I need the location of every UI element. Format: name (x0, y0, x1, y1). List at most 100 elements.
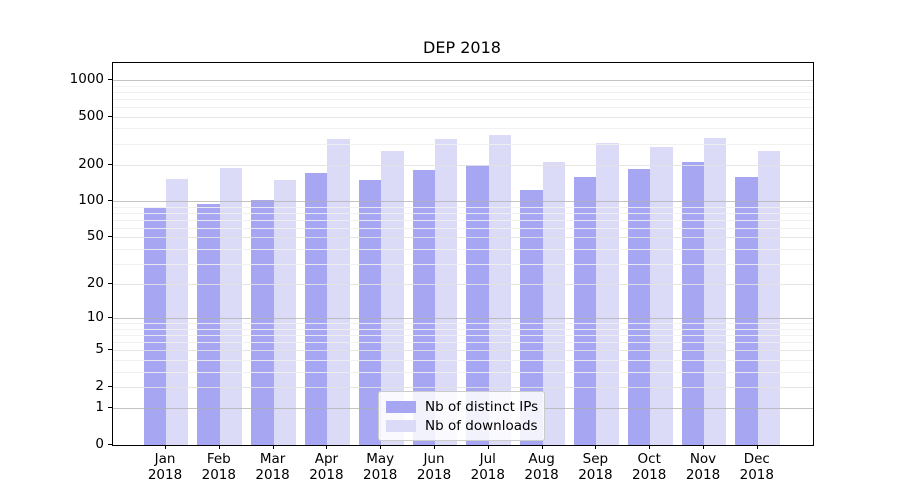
distinct-ips-swatch (386, 400, 416, 413)
bar-downloads-feb (219, 168, 243, 445)
gridline-200 (113, 164, 813, 166)
gridline-9 (113, 323, 813, 325)
bar-distinct-ips-apr (305, 173, 328, 445)
y-tick-label-500: 500 (78, 107, 104, 124)
y-tick-label-2: 2 (95, 378, 104, 394)
y-tick-1000 (108, 79, 112, 80)
gridline-500 (113, 116, 813, 118)
bar-distinct-ips-aug (520, 189, 543, 445)
x-tick-feb (218, 445, 220, 449)
gridline-50 (113, 237, 813, 239)
x-tick-jul (487, 445, 489, 449)
gridline-3 (113, 371, 813, 373)
y-tick-50 (108, 236, 112, 238)
y-tick-label-0: 0 (95, 436, 104, 452)
x-tick-label-apr: Apr 2018 (309, 451, 344, 483)
x-tick-label-feb: Feb 2018 (201, 451, 236, 483)
y-tick-label-5: 5 (95, 341, 104, 358)
x-tick-nov (703, 445, 704, 449)
x-tick-mar (272, 445, 274, 449)
x-tick-jun (434, 445, 435, 449)
x-tick-label-mar: Mar 2018 (255, 451, 290, 483)
x-tick-label-oct: Oct 2018 (632, 451, 667, 483)
gridline-40 (113, 248, 813, 250)
y-tick-label-1: 1 (95, 399, 104, 416)
bar-distinct-ips-nov (681, 161, 704, 445)
gridline-90 (113, 206, 813, 208)
gridline-60 (113, 227, 813, 229)
y-tick-label-200: 200 (78, 155, 104, 172)
bar-distinct-ips-sep (574, 176, 597, 445)
gridline-6 (113, 342, 813, 344)
chart-title: DEP 2018 (423, 38, 501, 57)
x-tick-label-jul: Jul 2018 (470, 451, 505, 483)
x-tick-jan (165, 445, 166, 449)
y-tick-1 (108, 407, 112, 409)
gridline-20 (113, 284, 813, 286)
gridline-300 (113, 143, 813, 145)
x-tick-oct (649, 445, 651, 449)
x-tick-label-jun: Jun 2018 (416, 451, 452, 483)
x-tick-dec (756, 445, 758, 449)
gridline-900 (113, 85, 813, 87)
y-tick-0 (108, 444, 112, 445)
x-tick-label-nov: Nov 2018 (685, 451, 721, 483)
y-tick-label-20: 20 (86, 275, 104, 292)
y-tick-label-100: 100 (78, 192, 104, 209)
bar-downloads-apr (327, 138, 350, 445)
gridline-2 (113, 387, 813, 388)
bar-distinct-ips-mar (251, 199, 274, 445)
bar-distinct-ips-jul (466, 165, 489, 445)
legend-label-downloads: Nb of downloads (425, 417, 538, 434)
x-tick-label-aug: Aug 2018 (524, 451, 559, 483)
bar-downloads-dec (757, 151, 781, 445)
x-tick-label-dec: Dec 2018 (739, 451, 774, 483)
bar-downloads-sep (596, 142, 619, 445)
y-tick-label-10: 10 (86, 309, 104, 326)
x-tick-label-jan: Jan 2018 (147, 451, 183, 483)
x-tick-aug (541, 445, 543, 449)
gridline-400 (113, 128, 813, 130)
gridline-100 (113, 201, 813, 203)
y-tick-2 (108, 386, 112, 387)
y-tick-200 (108, 163, 112, 165)
gridline-80 (113, 212, 813, 214)
bar-distinct-ips-may (358, 180, 382, 445)
bar-distinct-ips-jun (412, 170, 435, 445)
y-tick-label-1000: 1000 (69, 71, 104, 87)
gridline-4 (113, 360, 813, 361)
gridline-30 (113, 263, 813, 265)
plot-area (112, 62, 814, 446)
gridline-8 (113, 328, 813, 330)
bar-downloads-oct (650, 146, 673, 445)
bar-distinct-ips-oct (627, 169, 651, 445)
gridline-5 (113, 350, 813, 352)
bar-downloads-mar (273, 179, 296, 445)
bar-downloads-aug (542, 162, 565, 445)
y-tick-500 (108, 115, 112, 117)
bar-downloads-jun (435, 139, 458, 445)
gridline-7 (113, 335, 813, 337)
x-tick-sep (595, 445, 597, 449)
y-tick-5 (108, 349, 112, 351)
gridline-700 (113, 98, 813, 100)
bar-downloads-jan (166, 179, 189, 445)
gridline-70 (113, 219, 813, 221)
x-tick-apr (326, 445, 328, 449)
y-tick-label-50: 50 (86, 228, 104, 245)
downloads-swatch (386, 419, 416, 432)
x-tick-label-may: May 2018 (363, 451, 398, 483)
bar-distinct-ips-jan (143, 207, 166, 445)
gridline-600 (113, 106, 813, 108)
y-tick-10 (108, 317, 112, 319)
bar-downloads-nov (704, 137, 727, 445)
legend-item-distinct-ips: Nb of distinct IPs (386, 397, 539, 416)
x-tick-label-sep: Sep 2018 (578, 451, 613, 483)
y-tick-100 (108, 200, 112, 202)
bar-downloads-may (381, 151, 404, 445)
legend-label-distinct-ips: Nb of distinct IPs (425, 398, 539, 415)
gridline-10 (113, 318, 813, 320)
y-tick-20 (108, 283, 112, 285)
gridline-1000 (113, 80, 813, 81)
x-tick-may (380, 445, 382, 449)
